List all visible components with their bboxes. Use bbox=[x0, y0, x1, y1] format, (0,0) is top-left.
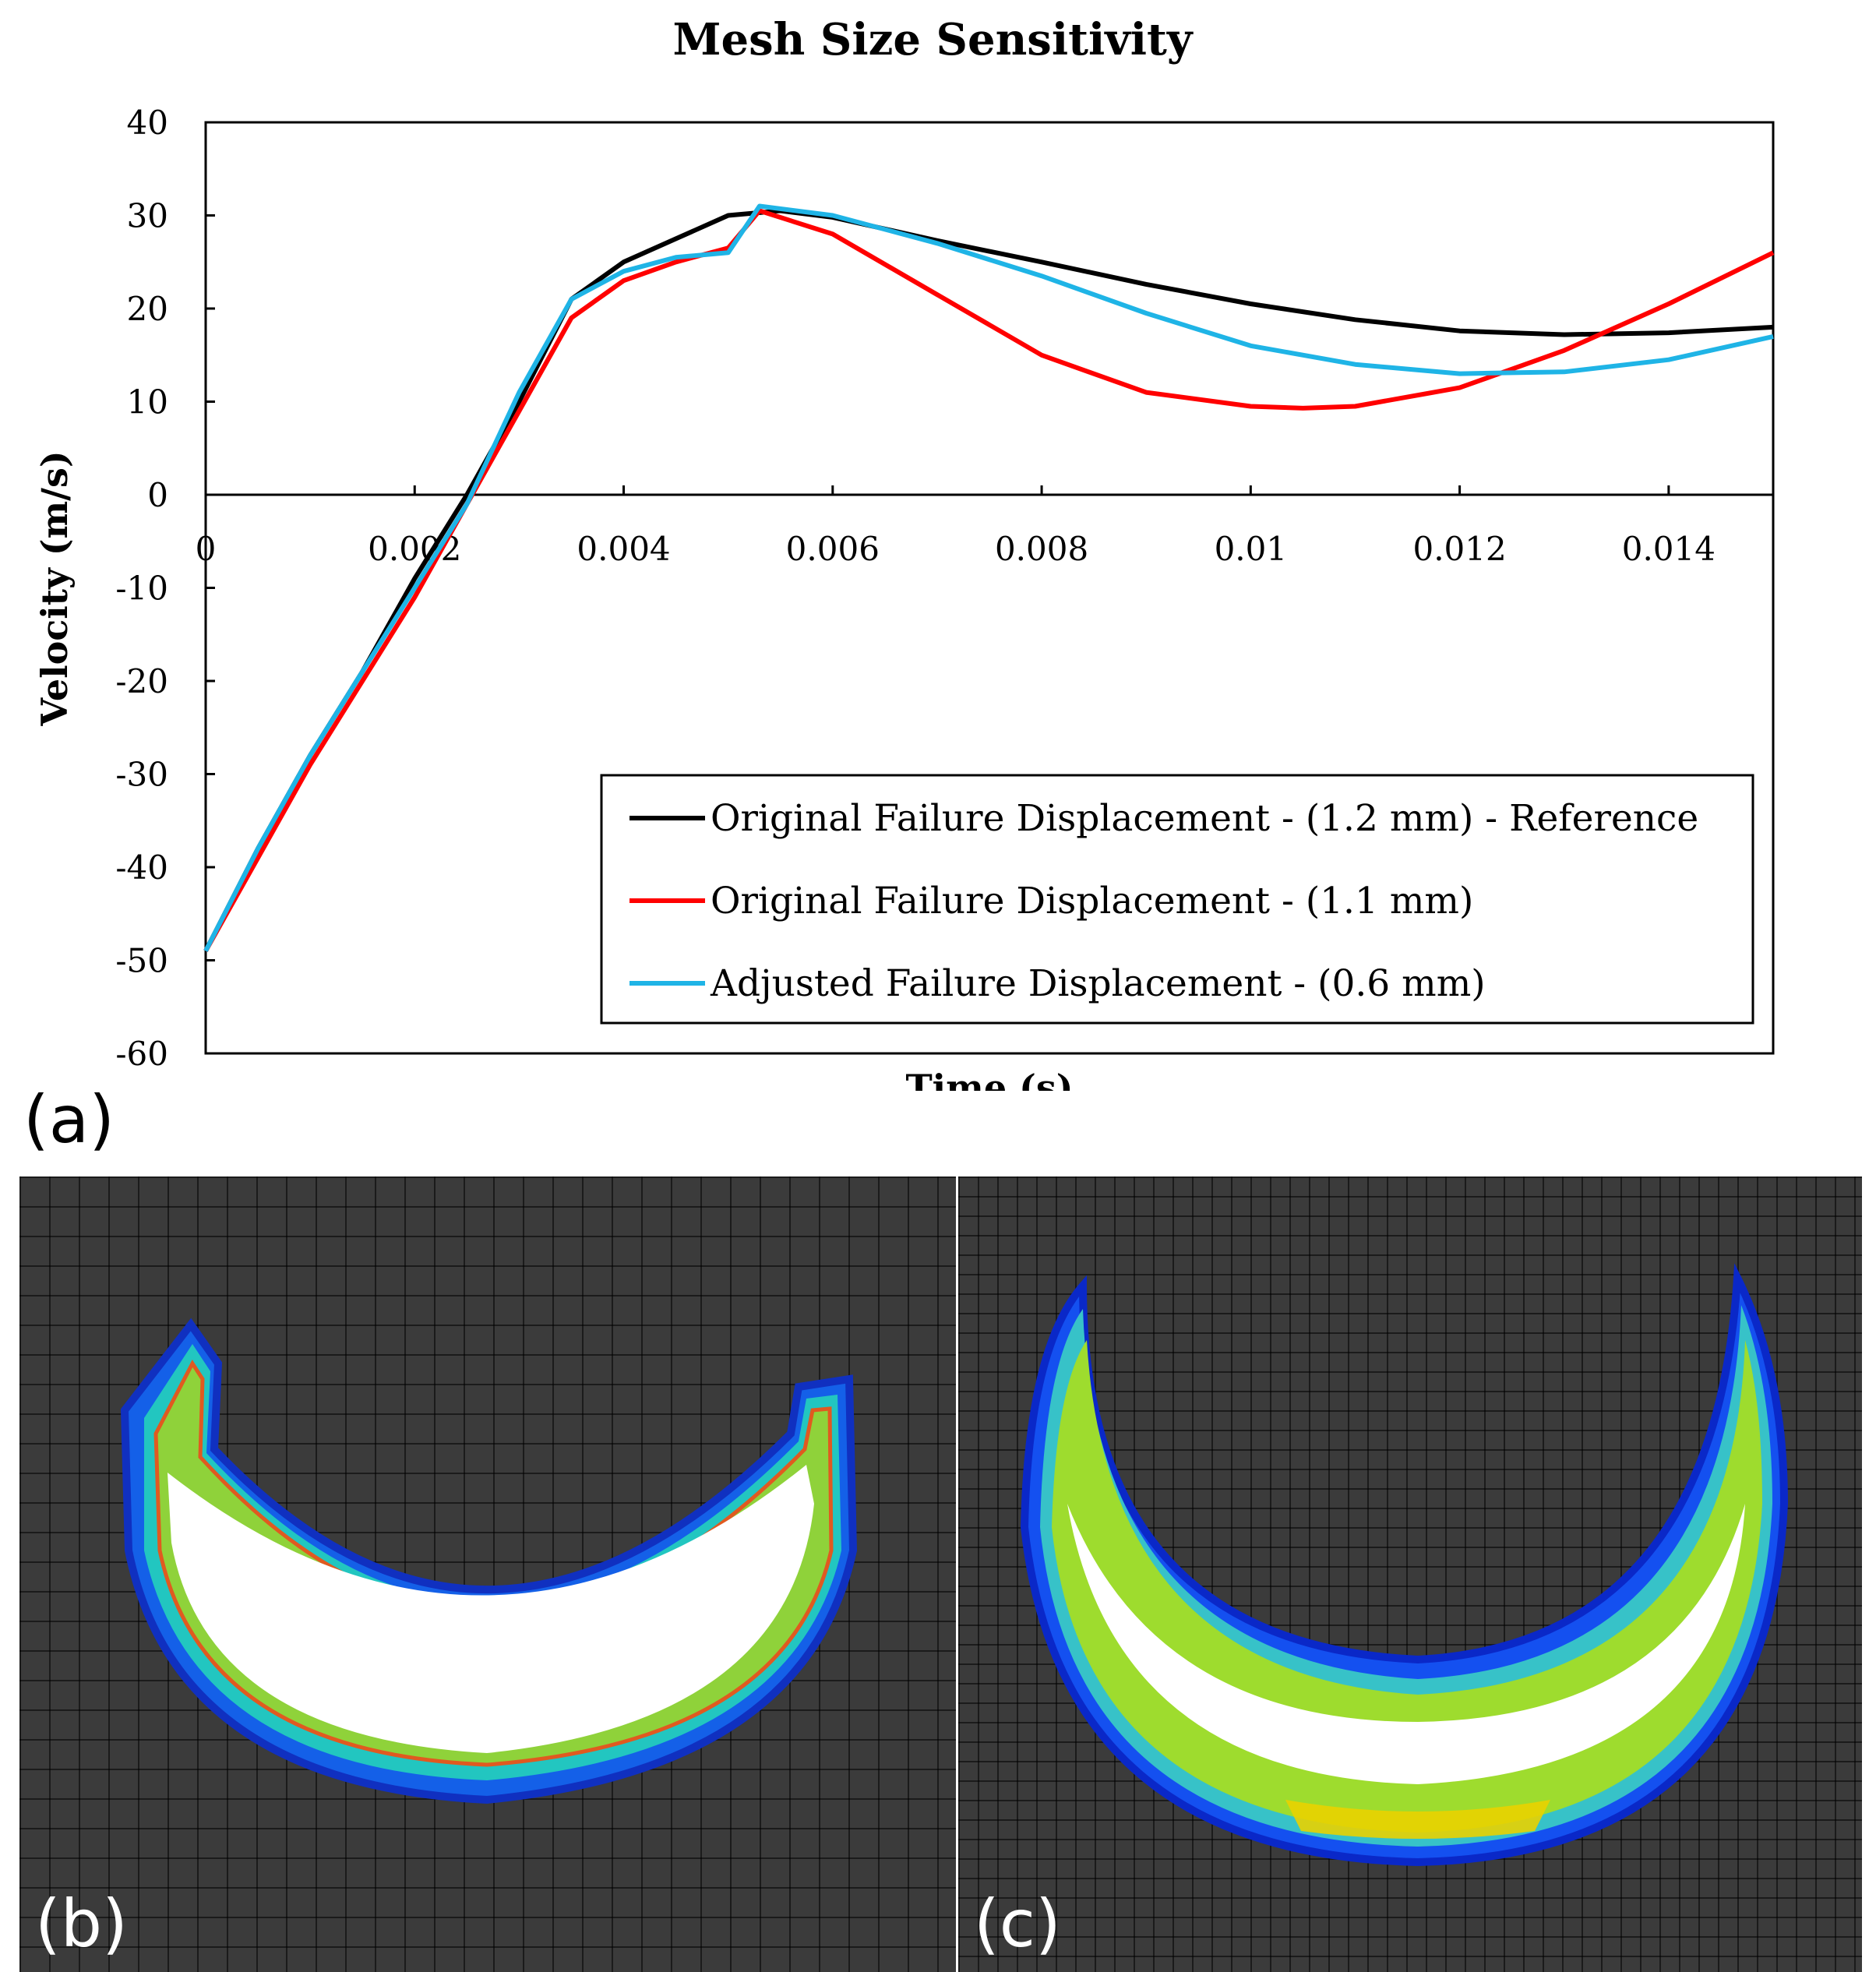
x-tick-label: 0.012 bbox=[1412, 530, 1506, 568]
x-tick-label: 0.014 bbox=[1622, 530, 1716, 568]
legend-box bbox=[600, 774, 1754, 1025]
velocity-chart: Mesh Size Sensitivity -60 -50 -40 -30 -20 -10… bbox=[34, 14, 1775, 1091]
legend: Original Failure Displacement - (1.2 mm)… bbox=[600, 774, 1754, 1025]
x-tick-label: 0.008 bbox=[995, 530, 1088, 568]
y-tick-label: -20 bbox=[115, 662, 168, 700]
panel-label-a: (a) bbox=[23, 1081, 115, 1158]
y-tick-label: 0 bbox=[147, 476, 168, 514]
simulation-panel-b: (b) bbox=[19, 1176, 956, 1972]
fracture-contour-b bbox=[120, 1318, 858, 1804]
x-axis-title: Time (s) bbox=[905, 1067, 1073, 1091]
fracture-void-b bbox=[168, 1465, 814, 1753]
y-axis-ticks: -60 -50 -40 -30 -20 -10 0 10 20 30 40 bbox=[115, 104, 215, 1073]
hotspot-c bbox=[1285, 1800, 1550, 1839]
y-tick-label: 40 bbox=[127, 104, 168, 142]
panel-label-c: (c) bbox=[974, 1886, 1061, 1962]
x-tick-label: 0.004 bbox=[577, 530, 670, 568]
y-tick-label: -40 bbox=[115, 848, 168, 887]
chart-title: Mesh Size Sensitivity bbox=[673, 14, 1194, 65]
y-tick-label: 10 bbox=[127, 383, 168, 422]
simulation-panel-c: (c) bbox=[958, 1176, 1862, 1972]
y-tick-label: -10 bbox=[115, 570, 168, 608]
y-tick-label: -60 bbox=[115, 1035, 168, 1073]
y-tick-label: 20 bbox=[127, 290, 168, 328]
y-axis-title: Velocity (m/s) bbox=[34, 450, 76, 726]
legend-label: Original Failure Displacement - (1.2 mm)… bbox=[711, 797, 1698, 840]
series-lines bbox=[203, 203, 1775, 952]
y-tick-label: 30 bbox=[127, 197, 168, 235]
series-line-original-1-1mm bbox=[203, 208, 1775, 952]
x-tick-label: 0.006 bbox=[786, 530, 880, 568]
legend-label: Adjusted Failure Displacement - (0.6 mm) bbox=[710, 962, 1486, 1005]
x-tick-label: 0.01 bbox=[1215, 530, 1288, 568]
fracture-void-c bbox=[1067, 1504, 1745, 1784]
x-axis-ticks: 0 0.002 0.004 0.006 0.008 0.01 0.012 0.014 bbox=[196, 485, 1716, 568]
y-tick-label: -30 bbox=[115, 756, 168, 794]
y-tick-label: -50 bbox=[115, 942, 168, 980]
legend-label: Original Failure Displacement - (1.1 mm) bbox=[711, 880, 1473, 923]
series-line-adjusted-0-6mm bbox=[203, 203, 1774, 952]
panel-label-b: (b) bbox=[35, 1886, 128, 1962]
x-tick-label: 0 bbox=[196, 530, 217, 568]
fracture-contour-c bbox=[1020, 1263, 1789, 1867]
